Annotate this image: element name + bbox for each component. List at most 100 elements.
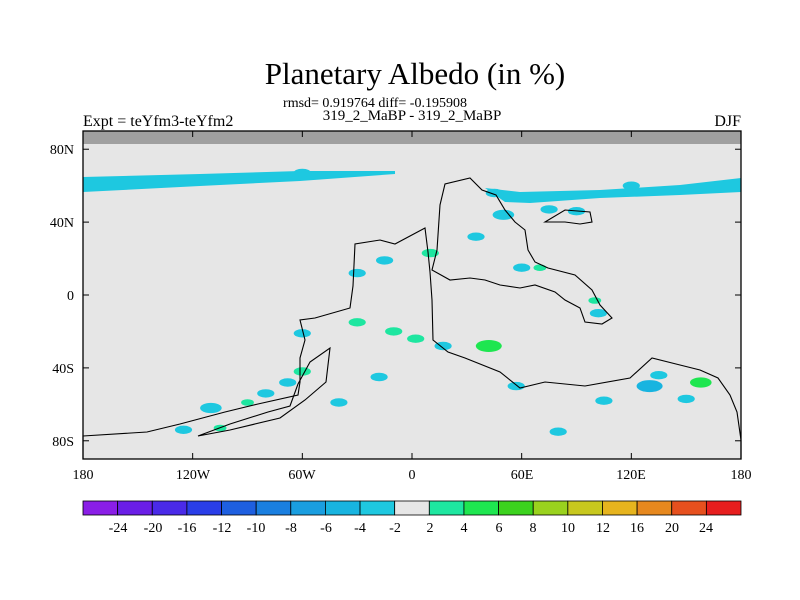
anomaly-patch (293, 168, 311, 178)
albedo-band-east (485, 178, 741, 203)
colorbar-label: -4 (354, 521, 366, 536)
stats-label: rmsd= 0.919764 diff= -0.195908 (283, 96, 467, 111)
anomaly-patch (174, 425, 193, 434)
colorbar-label: -8 (285, 521, 297, 536)
anomaly-patch (650, 371, 668, 380)
colorbar-label: 8 (530, 521, 537, 536)
anomaly-patch (421, 248, 439, 258)
x-axis-labels: 180 120W 60W 0 60E 120E 180 (73, 468, 752, 483)
colorbar-swatch (359, 500, 396, 516)
anomaly-patch (622, 181, 640, 190)
colorbar-labels: -24 -20 -16 -12 -10 -8 -6 -4 -2 2 4 6 8 … (109, 521, 713, 536)
anomaly-patch (434, 341, 452, 351)
continent-outline (197, 346, 331, 437)
y-tick-label: 0 (67, 289, 74, 304)
colorbar-swatch (394, 500, 430, 516)
colorbar-label: 24 (699, 521, 713, 536)
anomaly-patch (589, 309, 608, 318)
albedo-band-west (83, 171, 395, 192)
colorbar-swatch (255, 500, 292, 516)
anomaly-patch (330, 398, 348, 407)
colorbar-swatch (221, 500, 257, 516)
colorbar-label: 12 (596, 521, 610, 536)
continent-outline (431, 177, 613, 325)
y-axis-labels: 80N 40N 0 40S 80S (50, 143, 74, 450)
anomaly-patch (293, 329, 311, 338)
anomaly-patch (407, 334, 425, 343)
anomaly-patch (279, 378, 297, 387)
colorbar-swatch (151, 500, 188, 516)
colorbar-swatch (82, 500, 119, 516)
colorbar-swatch (290, 500, 326, 516)
colorbar-swatch (532, 500, 569, 516)
colorbar-label: -20 (144, 521, 163, 536)
colorbar-swatch (705, 500, 742, 516)
expt-label: Expt = teYfm3-teYfm2 (83, 113, 233, 130)
x-tick-label: 120W (176, 468, 211, 483)
y-tick-label: 40N (50, 216, 74, 231)
colorbar-label: -24 (109, 521, 128, 536)
colorbar-label: -2 (389, 521, 401, 536)
x-tick-label: 180 (731, 468, 752, 483)
anomaly-patch (513, 263, 531, 272)
colorbar-swatch (602, 500, 638, 516)
anomaly-patch (241, 399, 254, 406)
season-label: DJF (714, 113, 741, 130)
x-tick-label: 60E (511, 468, 534, 483)
anomaly-patch (677, 394, 695, 404)
anomaly-patch (376, 256, 394, 265)
colorbar-swatch (671, 500, 707, 516)
continent-outline (543, 209, 593, 225)
anomaly-patch (467, 232, 485, 241)
anomaly-patch (485, 188, 503, 198)
anomaly-patch (636, 380, 663, 393)
x-tick-label: 0 (409, 468, 416, 483)
anomaly-patch (184, 176, 202, 185)
anomaly-patch (385, 327, 403, 336)
anomaly-patch (507, 381, 525, 391)
anomaly-patch (595, 396, 613, 405)
colorbar (82, 500, 742, 516)
colorbar-swatch (567, 500, 603, 516)
y-tick-label: 80N (50, 143, 74, 158)
anomaly-patch (348, 318, 366, 327)
colorbar-swatch (636, 500, 673, 516)
anomaly-patch (200, 402, 222, 414)
missing-data-band (83, 131, 741, 144)
x-tick-label: 180 (73, 468, 94, 483)
anomaly-patch (492, 209, 515, 220)
colorbar-label: 4 (461, 521, 468, 536)
colorbar-label: 2 (427, 521, 434, 536)
anomaly-patch (293, 367, 311, 376)
anomaly-patch (690, 377, 712, 388)
x-tick-label: 60W (288, 468, 316, 483)
colorbar-swatch (463, 500, 499, 516)
colorbar-swatch (498, 500, 534, 516)
subtitle-label: 319_2_MaBP - 319_2_MaBP (323, 108, 502, 124)
y-tick-label: 40S (52, 362, 74, 377)
anomaly-patch (370, 372, 388, 382)
map-plot (82, 130, 742, 460)
anomaly-patch (533, 264, 547, 272)
colorbar-swatch (325, 500, 361, 516)
colorbar-label: -16 (178, 521, 197, 536)
continent-outline (82, 227, 742, 460)
colorbar-swatch (117, 500, 153, 516)
colorbar-label: 6 (496, 521, 503, 536)
anomaly-patch (257, 389, 275, 398)
colorbar-label: -6 (320, 521, 332, 536)
anomaly-patch (475, 340, 502, 352)
y-tick-label: 80S (52, 435, 74, 450)
anomaly-patch (549, 427, 567, 436)
chart-title: Planetary Albedo (in %) (265, 56, 565, 91)
colorbar-label: -10 (247, 521, 266, 536)
colorbar-label: -12 (213, 521, 232, 536)
anomaly-patch (348, 268, 366, 278)
anomaly-patch (540, 205, 558, 214)
colorbar-swatch (186, 500, 222, 516)
colorbar-swatch (428, 500, 465, 516)
x-tick-label: 120E (616, 468, 646, 483)
colorbar-label: 10 (561, 521, 575, 536)
colorbar-label: 20 (665, 521, 679, 536)
